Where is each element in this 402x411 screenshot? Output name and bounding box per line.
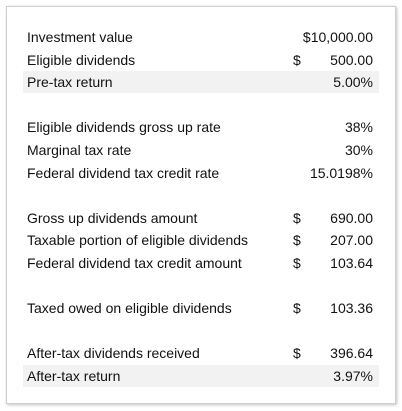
row-label: After-tax return — [27, 368, 121, 384]
row-value: 207.00 — [330, 232, 373, 249]
row-label: Marginal tax rate — [27, 142, 132, 158]
sheet: Investment value $10,000.00 Eligible divid… — [6, 6, 396, 404]
row-value: 38% — [344, 119, 373, 136]
currency-symbol: $ — [293, 209, 301, 226]
table-row: Eligible dividends gross up rate 38% — [23, 116, 379, 138]
currency-symbol: $ — [293, 255, 301, 271]
row-value: 103.36 — [330, 300, 373, 317]
table-row: After-tax return 3.97% — [23, 365, 379, 387]
row-label: After-tax dividends received — [27, 345, 200, 362]
row-value: 500.00 — [330, 51, 373, 68]
table-row: Taxable portion of eligible dividends $20… — [23, 229, 379, 251]
row-value: 5.00% — [333, 74, 373, 91]
row-value: $10,000.00 — [302, 29, 373, 45]
row-label: Eligible dividends — [27, 51, 136, 68]
row-value: 30% — [344, 142, 373, 158]
row-value: 396.64 — [330, 345, 373, 362]
row-label: Investment value — [27, 29, 133, 45]
row-value: 15.0198% — [309, 164, 373, 181]
currency-symbol: $ — [293, 300, 301, 317]
table-row: Eligible dividends $500.00 — [23, 49, 379, 71]
table-row: Marginal tax rate 30% — [23, 139, 379, 161]
row-value: 103.64 — [330, 255, 373, 271]
currency-symbol: $ — [293, 345, 301, 362]
table-row: Pre-tax return 5.00% — [23, 71, 379, 94]
table-row: After-tax dividends received $396.64 — [23, 342, 379, 364]
row-label: Pre-tax return — [27, 74, 113, 91]
currency-symbol: $ — [293, 51, 301, 68]
row-value: 690.00 — [330, 209, 373, 226]
table-row: Taxed owed on eligible dividends $103.36 — [23, 297, 379, 319]
table-row: Federal dividend tax credit rate 15.0198% — [23, 162, 379, 184]
row-label: Federal dividend tax credit rate — [27, 164, 220, 181]
table-row: Federal dividend tax credit amount $103.6… — [23, 252, 379, 274]
table-row: Investment value $10,000.00 — [23, 26, 379, 48]
row-label: Eligible dividends gross up rate — [27, 119, 221, 136]
row-label: Gross up dividends amount — [27, 209, 198, 226]
row-value: 3.97% — [333, 368, 373, 384]
row-label: Federal dividend tax credit amount — [27, 255, 242, 271]
row-label: Taxed owed on eligible dividends — [27, 300, 232, 317]
row-label: Taxable portion of eligible dividends — [27, 232, 249, 249]
table-row: Gross up dividends amount $690.00 — [23, 207, 379, 229]
currency-symbol: $ — [293, 232, 301, 249]
